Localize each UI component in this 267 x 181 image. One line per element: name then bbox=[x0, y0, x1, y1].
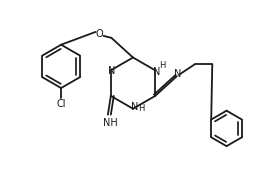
Text: N: N bbox=[174, 69, 182, 79]
Text: Cl: Cl bbox=[56, 99, 66, 109]
Text: N: N bbox=[108, 66, 116, 76]
Text: N: N bbox=[131, 102, 139, 112]
Text: O: O bbox=[96, 29, 103, 39]
Text: N: N bbox=[153, 67, 160, 77]
Text: NH: NH bbox=[103, 117, 118, 127]
Text: H: H bbox=[138, 104, 144, 113]
Text: H: H bbox=[159, 61, 165, 70]
